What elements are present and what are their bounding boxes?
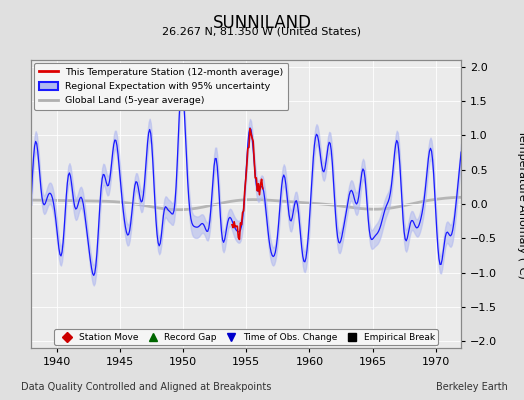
Text: Data Quality Controlled and Aligned at Breakpoints: Data Quality Controlled and Aligned at B… <box>21 382 271 392</box>
Text: SUNNILAND: SUNNILAND <box>213 14 311 32</box>
Y-axis label: Temperature Anomaly (°C): Temperature Anomaly (°C) <box>517 130 524 278</box>
Legend: Station Move, Record Gap, Time of Obs. Change, Empirical Break: Station Move, Record Gap, Time of Obs. C… <box>54 329 438 345</box>
Text: 26.267 N, 81.350 W (United States): 26.267 N, 81.350 W (United States) <box>162 26 362 36</box>
Text: Berkeley Earth: Berkeley Earth <box>436 382 508 392</box>
